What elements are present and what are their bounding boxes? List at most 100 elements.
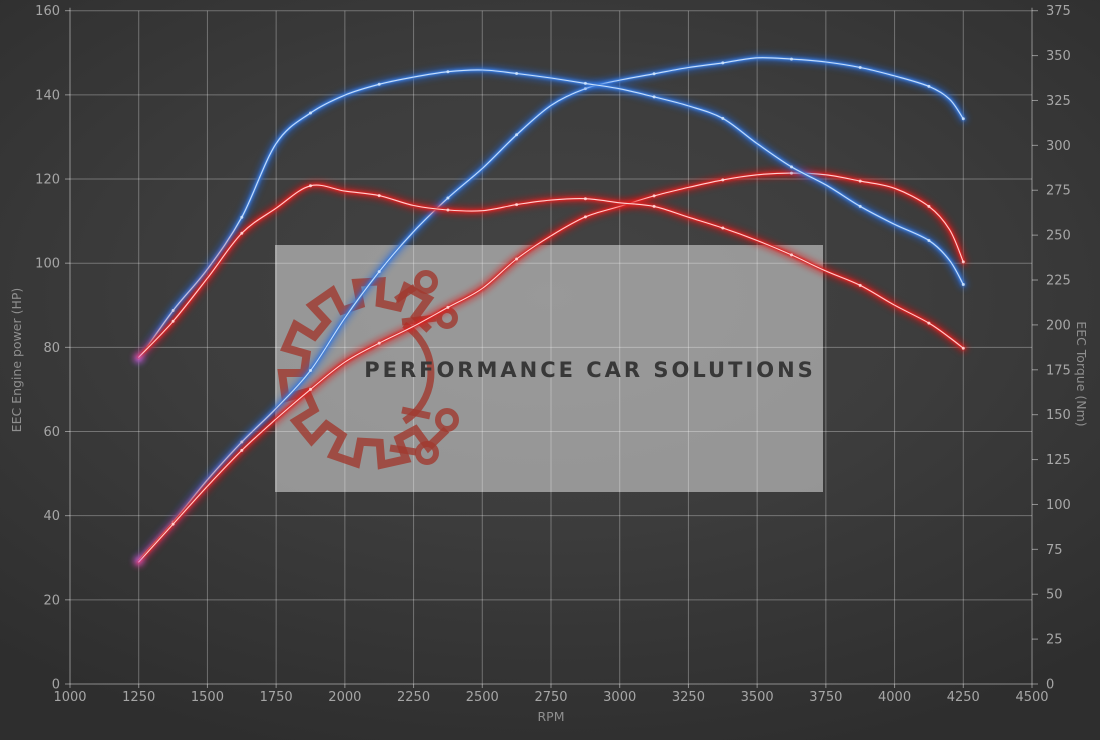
data-point: [721, 116, 725, 120]
curve-start-glow: [134, 353, 144, 363]
data-point: [446, 305, 450, 309]
x-tick-label: 3250: [672, 690, 705, 705]
curve-power-red: [133, 168, 969, 567]
right-tick-label: 100: [1046, 498, 1071, 513]
data-point: [515, 257, 519, 261]
data-point: [961, 117, 965, 121]
data-point: [858, 66, 862, 69]
curve-torque-blue: [133, 64, 969, 364]
x-tick-label: 1250: [122, 690, 155, 705]
x-tick-label: 2500: [466, 690, 499, 705]
circuit-node: [415, 441, 439, 465]
right-tick-label: 250: [1046, 229, 1071, 244]
left-tick-label: 40: [43, 509, 60, 524]
data-point: [446, 70, 450, 74]
data-point: [721, 61, 725, 65]
data-point: [446, 208, 450, 212]
left-tick-label: 20: [43, 593, 60, 608]
x-tick-label: 2250: [397, 690, 430, 705]
data-point: [377, 82, 381, 86]
data-point: [240, 448, 244, 452]
gridlines: [70, 10, 1032, 684]
data-point: [790, 165, 793, 169]
left-tick-label: 100: [35, 257, 60, 272]
right-tick-label: 225: [1046, 274, 1071, 289]
x-tick-label: 2000: [328, 690, 361, 705]
x-tick-label: 4500: [1015, 690, 1048, 705]
right-tick-label: 50: [1046, 588, 1063, 603]
data-point: [515, 133, 519, 137]
x-tick-label: 4000: [878, 690, 911, 705]
right-tick-label: 275: [1046, 184, 1071, 199]
curve-core: [138, 172, 964, 563]
right-tick-label: 325: [1046, 94, 1071, 109]
data-point: [858, 179, 862, 183]
left-tick-label: 60: [43, 425, 60, 440]
x-tick-label: 3750: [809, 690, 842, 705]
data-point: [377, 341, 381, 345]
right-tick-label: 300: [1046, 139, 1071, 154]
right-tick-label: 0: [1046, 678, 1054, 693]
data-point: [927, 321, 931, 325]
data-point: [446, 196, 450, 200]
tick-labels: 0 20 40 60 80 100 120 140 160 0 25 50 75 100 125 150 175…: [35, 4, 1071, 705]
data-point: [961, 283, 965, 286]
data-point: [171, 309, 175, 312]
data-point: [240, 215, 244, 219]
data-point: [790, 57, 793, 61]
x-axis-title: RPM: [537, 709, 564, 724]
data-point: [583, 215, 587, 219]
x-tick-label: 1000: [53, 690, 86, 705]
x-tick-label: 4250: [947, 690, 980, 705]
gear-circuit-logo-icon: [277, 270, 459, 470]
data-point: [171, 319, 175, 323]
data-point: [377, 270, 381, 274]
circuit-node: [435, 408, 459, 432]
left-tick-label: 120: [35, 173, 60, 188]
data-point: [309, 369, 312, 372]
circuit-trace: [394, 284, 417, 303]
x-tick-label: 1750: [260, 690, 293, 705]
right-tick-label: 75: [1046, 543, 1063, 558]
x-tick-label: 3500: [741, 690, 774, 705]
left-tick-label: 0: [52, 678, 60, 693]
curve-power-blue: [133, 52, 969, 565]
data-point: [858, 204, 862, 208]
curve-torque-red: [133, 180, 969, 363]
data-point: [515, 72, 519, 75]
data-point: [583, 81, 587, 85]
data-point: [858, 283, 862, 287]
left-tick-label: 160: [35, 4, 60, 19]
x-tick-label: 3000: [603, 690, 636, 705]
data-point: [377, 194, 381, 198]
right-tick-label: 175: [1046, 363, 1071, 378]
x-tick-label: 1500: [191, 690, 224, 705]
circuit-trace: [401, 406, 431, 420]
data-point: [961, 346, 965, 350]
left-axis-title: EEC Engine power (HP): [9, 288, 24, 433]
circuit-trace: [389, 444, 417, 456]
left-tick-label: 80: [43, 341, 60, 356]
right-tick-label: 375: [1046, 4, 1071, 19]
watermark-text: PERFORMANCE CAR SOLUTIONS: [364, 358, 816, 382]
data-point: [652, 204, 656, 208]
axes: [65, 7, 1038, 688]
data-point: [583, 197, 587, 201]
data-point: [171, 522, 175, 526]
right-tick-label: 125: [1046, 453, 1071, 468]
curves: [133, 52, 969, 567]
circuit-node: [414, 270, 438, 294]
data-point: [961, 260, 965, 264]
data-point: [652, 95, 656, 99]
data-point: [309, 111, 312, 115]
data-point: [721, 178, 725, 182]
right-tick-label: 350: [1046, 49, 1071, 64]
data-point: [790, 253, 793, 257]
data-point: [927, 239, 931, 242]
curve-core: [138, 69, 964, 360]
right-axis-title: EEC Torque (Nm): [1074, 321, 1089, 426]
data-point: [652, 194, 656, 198]
data-point: [927, 84, 931, 88]
